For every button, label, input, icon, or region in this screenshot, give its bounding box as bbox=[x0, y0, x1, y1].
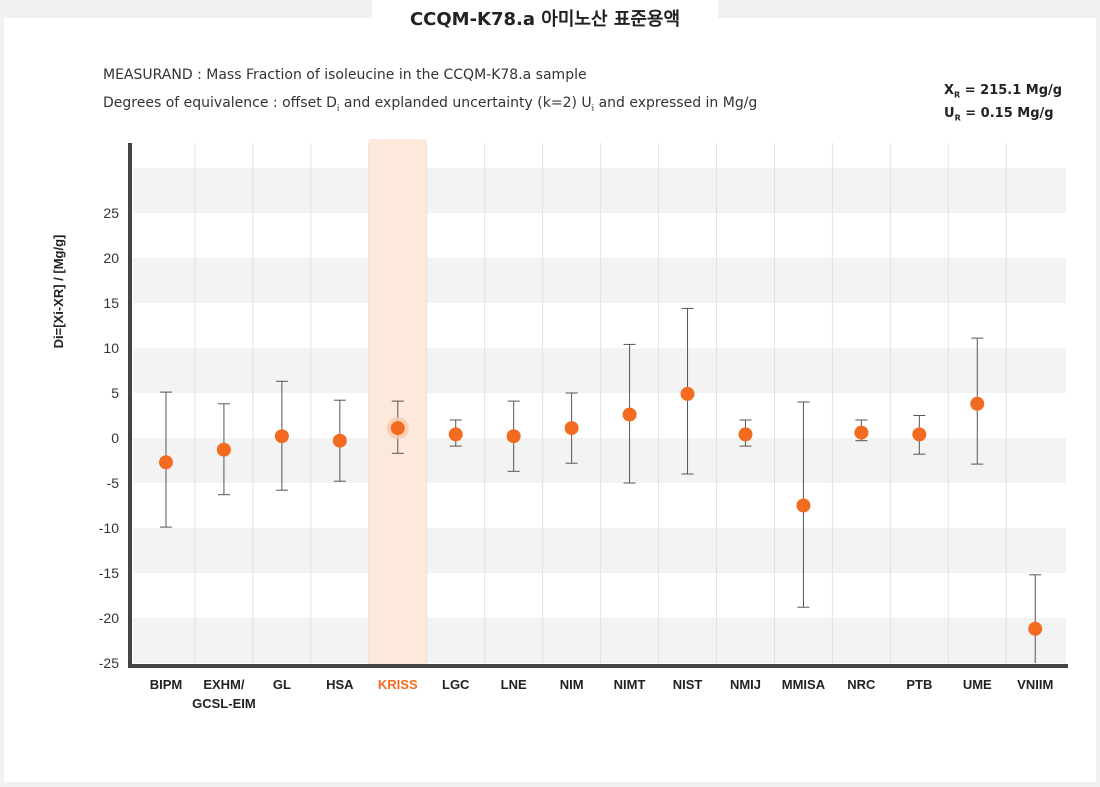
y-tick-label: 0 bbox=[111, 430, 119, 446]
grid-band bbox=[133, 258, 1066, 303]
data-point bbox=[912, 427, 927, 442]
x-tick-label: NIM bbox=[560, 677, 584, 692]
x-tick-label: VNIIM bbox=[1017, 677, 1053, 692]
x-tick-label: LNE bbox=[501, 677, 527, 692]
page-title: CCQM-K78.a 아미노산 표준용액 bbox=[372, 0, 718, 36]
x-tick-label: NMIJ bbox=[730, 677, 761, 692]
x-tick-label: MMISA bbox=[782, 677, 826, 692]
x-tick-label: UME bbox=[963, 677, 992, 692]
data-point bbox=[216, 442, 231, 457]
x-tick-label: BIPM bbox=[150, 677, 183, 692]
x-tick-label: EXHM/ bbox=[203, 677, 245, 692]
data-point bbox=[506, 429, 521, 444]
data-point bbox=[390, 421, 405, 436]
degrees-text: Degrees of equivalence : offset Di and e… bbox=[103, 95, 758, 114]
y-tick-label: 25 bbox=[103, 205, 119, 221]
y-tick-label: 10 bbox=[103, 340, 119, 356]
data-point bbox=[332, 433, 347, 448]
y-axis-label: Di=[Xi-XR] / [Mg/g] bbox=[51, 235, 66, 349]
data-point bbox=[622, 407, 637, 422]
grid-band bbox=[133, 348, 1066, 393]
x-tick-label: KRISS bbox=[378, 677, 418, 692]
data-point bbox=[970, 396, 985, 411]
y-tick-label: -5 bbox=[107, 475, 120, 491]
x-tick-label: NIMT bbox=[614, 677, 646, 692]
x-tick-label: NRC bbox=[847, 677, 876, 692]
grid-band bbox=[133, 528, 1066, 573]
x-tick-label: GL bbox=[273, 677, 291, 692]
measurand-text: MEASURAND : Mass Fraction of isoleucine … bbox=[103, 67, 587, 83]
x-tick-label: GCSL-EIM bbox=[192, 696, 256, 711]
y-tick-label: -20 bbox=[99, 610, 119, 626]
data-point bbox=[1028, 621, 1043, 636]
data-point bbox=[158, 455, 173, 470]
grid-band bbox=[133, 438, 1066, 483]
data-point bbox=[274, 429, 289, 444]
x-tick-label: HSA bbox=[326, 677, 354, 692]
data-point bbox=[448, 427, 463, 442]
y-tick-label: 20 bbox=[103, 250, 119, 266]
x-tick-label: LGC bbox=[442, 677, 470, 692]
grid-band bbox=[133, 618, 1066, 663]
y-tick-label: -15 bbox=[99, 565, 119, 581]
data-point bbox=[854, 425, 869, 440]
data-point bbox=[680, 386, 695, 401]
y-tick-label: 5 bbox=[111, 385, 119, 401]
data-point bbox=[738, 427, 753, 442]
xr-value: XR = 215.1 Mg/g bbox=[944, 83, 1063, 100]
x-tick-label: NIST bbox=[673, 677, 703, 692]
y-tick-label: -25 bbox=[99, 655, 119, 671]
grid-band bbox=[133, 168, 1066, 213]
x-tick-label: PTB bbox=[906, 677, 932, 692]
data-point bbox=[564, 421, 579, 436]
y-tick-label: -10 bbox=[99, 520, 119, 536]
ur-value: UR = 0.15 Mg/g bbox=[944, 106, 1054, 123]
y-tick-label: 15 bbox=[103, 295, 119, 311]
data-point bbox=[796, 498, 811, 513]
